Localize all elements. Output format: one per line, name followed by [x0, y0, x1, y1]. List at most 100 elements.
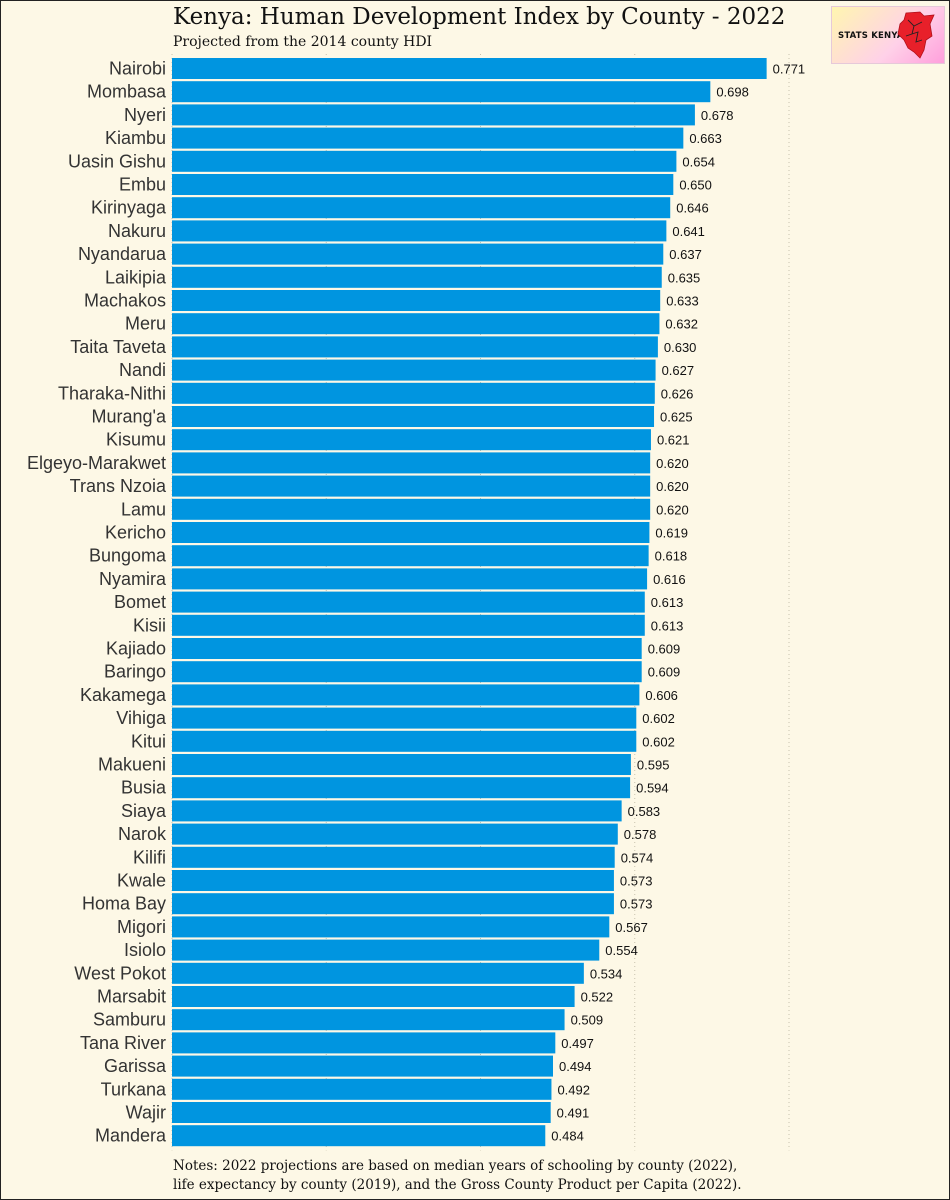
bar-kiambu	[172, 127, 684, 149]
county-label: Bomet	[114, 592, 166, 612]
bar-busia	[172, 777, 631, 799]
county-label: Vihiga	[116, 708, 167, 728]
bar-kisumu	[172, 429, 651, 451]
county-label: Machakos	[84, 291, 166, 311]
county-label: Nyamira	[99, 569, 167, 589]
bar-laikipia	[172, 266, 662, 288]
value-label: 0.484	[551, 1129, 584, 1144]
bar-tharaka-nithi	[172, 382, 655, 404]
county-label: Kirinyaga	[91, 198, 167, 218]
value-label: 0.618	[655, 549, 688, 564]
value-label: 0.602	[642, 711, 675, 726]
bar-kakamega	[172, 684, 640, 706]
value-label: 0.616	[653, 572, 686, 587]
county-label: Embu	[119, 175, 166, 195]
notes-line-1: Notes: 2022 projections are based on med…	[173, 1158, 738, 1174]
bar-taita-taveta	[172, 336, 658, 358]
value-label: 0.654	[682, 154, 715, 169]
value-label: 0.491	[557, 1106, 590, 1121]
county-label: Garissa	[104, 1056, 167, 1076]
bar-samburu	[172, 1009, 565, 1031]
value-label: 0.625	[660, 410, 693, 425]
bar-kirinyaga	[172, 197, 671, 219]
bar-wajir	[172, 1102, 551, 1123]
county-label: Nandi	[119, 360, 166, 380]
county-label: Kisumu	[106, 430, 166, 450]
value-label: 0.583	[628, 804, 661, 819]
bar-west-pokot	[172, 962, 584, 984]
value-label: 0.494	[559, 1059, 592, 1074]
county-label: Nakuru	[108, 221, 166, 241]
bar-narok	[172, 823, 618, 845]
value-label: 0.620	[656, 479, 689, 494]
value-label: 0.595	[637, 758, 670, 773]
county-label: Kisii	[133, 615, 166, 635]
county-label: Murang'a	[92, 407, 167, 427]
bar-migori	[172, 916, 610, 938]
value-label: 0.509	[571, 1013, 604, 1028]
bar-baringo	[172, 661, 642, 683]
bar-makueni	[172, 754, 631, 775]
bar-lamu	[172, 498, 651, 520]
county-label: Narok	[118, 824, 167, 844]
value-label: 0.613	[651, 595, 684, 610]
bar-nyeri	[172, 104, 695, 126]
bar-elgeyo-marakwet	[172, 452, 651, 474]
county-label: Bungoma	[89, 546, 167, 566]
value-label: 0.663	[689, 131, 722, 146]
county-label: Nairobi	[109, 59, 166, 79]
value-label: 0.619	[655, 526, 688, 541]
bar-nyamira	[172, 568, 648, 590]
bar-bomet	[172, 591, 645, 613]
logo-text: STATS KENYA	[838, 31, 904, 41]
value-label: 0.646	[676, 201, 709, 216]
county-label: Kericho	[105, 523, 166, 543]
value-label: 0.602	[642, 734, 675, 749]
bar-nakuru	[172, 220, 667, 242]
value-label: 0.637	[669, 247, 702, 262]
county-label: Migori	[117, 917, 166, 937]
county-label: Uasin Gishu	[68, 151, 166, 171]
bar-isiolo	[172, 939, 600, 961]
bar-kisii	[172, 614, 645, 636]
county-label: Makueni	[98, 755, 166, 775]
value-label: 0.606	[645, 688, 678, 703]
bar-marsabit	[172, 986, 575, 1007]
bar-tana-river	[172, 1032, 556, 1054]
value-label: 0.621	[657, 433, 690, 448]
bar-kericho	[172, 522, 650, 543]
county-label: Kilifi	[133, 847, 166, 867]
value-label: 0.594	[636, 781, 669, 796]
bar-trans-nzoia	[172, 475, 651, 497]
bar-nyandarua	[172, 243, 664, 265]
value-label: 0.613	[651, 618, 684, 633]
value-label: 0.573	[620, 897, 653, 912]
county-label: Kiambu	[105, 128, 166, 148]
bar-vihiga	[172, 707, 637, 729]
county-label: Tharaka-Nithi	[58, 383, 166, 403]
county-label: Siaya	[121, 801, 167, 821]
value-label: 0.620	[656, 502, 689, 517]
bar-murang-a	[172, 406, 655, 427]
value-label: 0.534	[590, 966, 623, 981]
value-label: 0.633	[666, 294, 699, 309]
county-label: Taita Taveta	[70, 337, 167, 357]
value-label: 0.574	[621, 850, 654, 865]
county-label: Kitui	[131, 731, 166, 751]
bar-nairobi	[172, 58, 767, 79]
value-labels: 0.771 0.698 0.678 0.663 0.654 0.650 0.646 0.641…	[551, 62, 805, 1144]
kenya-map-icon	[897, 11, 935, 59]
county-label: Nyandarua	[78, 244, 167, 264]
bar-kilifi	[172, 846, 615, 868]
county-labels: Nairobi Mombasa Nyeri Kiambu Uasin Gishu Embu…	[27, 59, 167, 1146]
value-label: 0.497	[561, 1036, 594, 1051]
value-label: 0.578	[624, 827, 657, 842]
bar-embu	[172, 174, 674, 195]
bar-nandi	[172, 359, 656, 381]
value-label: 0.522	[581, 990, 614, 1005]
county-label: West Pokot	[74, 963, 166, 983]
county-label: Kakamega	[80, 685, 167, 705]
value-label: 0.492	[557, 1082, 590, 1097]
county-label: Wajir	[126, 1103, 166, 1123]
